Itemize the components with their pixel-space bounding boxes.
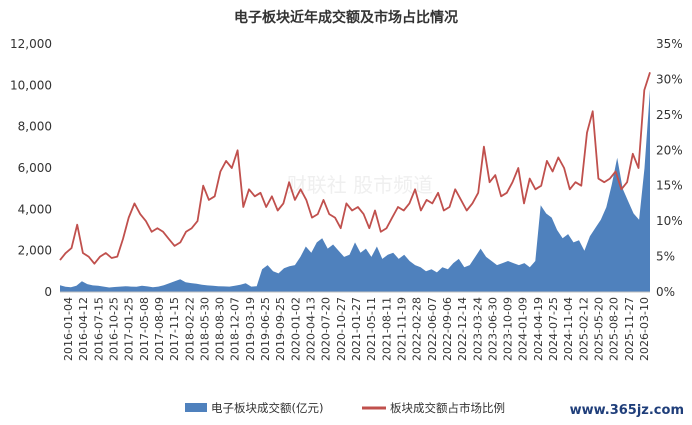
plot-area	[59, 72, 651, 292]
series-area-turnover	[60, 89, 650, 292]
x-tick-label: 2022-06-07	[426, 297, 439, 361]
right-tick-label: 15%	[656, 179, 683, 193]
x-tick-label: 2017-08-09	[153, 297, 166, 361]
x-tick-label: 2021-11-19	[395, 297, 408, 361]
left-tick-label: 2,000	[18, 244, 52, 258]
legend: 电子板块成交额(亿元) 板块成交额占市场比例	[185, 401, 505, 415]
left-tick-label: 0	[44, 285, 52, 299]
x-tick-label: 2024-11-04	[562, 297, 575, 361]
legend-label-line: 板块成交额占市场比例	[390, 401, 505, 415]
legend-swatch-bar	[185, 403, 207, 412]
x-tick-label: 2016-01-04	[62, 297, 75, 361]
x-tick-label: 2023-06-30	[486, 297, 499, 361]
left-axis: 0 2,000 4,000 6,000 8,000 10,000 12,000	[10, 37, 52, 299]
x-tick-label: 2019-06-25	[259, 297, 272, 361]
left-tick-label: 4,000	[18, 202, 52, 216]
x-tick-label: 2021-01-27	[350, 297, 363, 361]
x-tick-label: 2017-05-08	[138, 297, 151, 361]
right-tick-label: 20%	[656, 143, 683, 157]
site-mark: www.365jz.com	[570, 403, 684, 418]
left-tick-label: 6,000	[18, 161, 52, 175]
right-tick-label: 10%	[656, 214, 683, 228]
x-tick-label: 2016-07-15	[92, 297, 105, 361]
x-tick-label: 2022-09-06	[441, 297, 454, 361]
x-tick-label: 2026-03-10	[638, 297, 651, 361]
x-tick-label: 2018-12-07	[229, 297, 242, 361]
x-tick-label: 2016-10-25	[107, 297, 120, 361]
x-axis: 2016-01-04 2016-04-12 2016-07-15 2016-10-25…	[62, 297, 651, 361]
x-tick-label: 2017-11-15	[168, 297, 181, 361]
x-tick-label: 2023-03-24	[471, 297, 484, 361]
x-tick-label: 2020-04-13	[305, 297, 318, 361]
chart-title: 电子板块近年成交额及市场占比情况	[234, 9, 458, 26]
x-tick-label: 2019-09-25	[274, 297, 287, 361]
x-tick-label: 2022-12-14	[456, 297, 469, 361]
x-tick-label: 2018-02-22	[183, 297, 196, 361]
x-tick-label: 2020-01-02	[289, 297, 302, 361]
x-tick-label: 2021-08-11	[380, 297, 393, 361]
x-tick-label: 2020-07-20	[320, 297, 333, 361]
x-tick-label: 2020-10-27	[335, 297, 348, 361]
right-tick-label: 5%	[656, 250, 675, 264]
right-axis: 0% 5% 10% 15% 20% 25% 30% 35%	[656, 37, 683, 299]
left-tick-label: 12,000	[10, 37, 52, 51]
legend-label-bar: 电子板块成交额(亿元)	[211, 401, 323, 415]
series-line-market-share	[59, 72, 651, 265]
x-tick-label: 2025-11-27	[623, 297, 636, 361]
right-tick-label: 35%	[656, 37, 683, 51]
left-tick-label: 10,000	[10, 78, 52, 92]
right-tick-label: 0%	[656, 285, 675, 299]
right-tick-label: 30%	[656, 72, 683, 86]
left-tick-label: 8,000	[18, 120, 52, 134]
x-tick-label: 2024-01-09	[517, 297, 530, 361]
x-tick-label: 2023-10-09	[502, 297, 515, 361]
right-tick-label: 25%	[656, 108, 683, 122]
x-tick-label: 2022-02-28	[411, 297, 424, 361]
x-tick-label: 2024-07-25	[547, 297, 560, 361]
x-tick-label: 2016-04-12	[77, 297, 90, 361]
x-tick-label: 2018-05-30	[198, 297, 211, 361]
x-tick-label: 2017-01-25	[123, 297, 136, 361]
watermark: 财联社 股市频道	[287, 173, 433, 197]
x-tick-label: 2025-08-20	[608, 297, 621, 361]
x-tick-label: 2021-05-11	[365, 297, 378, 361]
x-tick-label: 2019-03-19	[244, 297, 257, 361]
x-tick-label: 2025-05-20	[593, 297, 606, 361]
x-tick-label: 2018-08-30	[214, 297, 227, 361]
x-tick-label: 2024-04-19	[532, 297, 545, 361]
x-tick-label: 2025-02-12	[577, 297, 590, 361]
